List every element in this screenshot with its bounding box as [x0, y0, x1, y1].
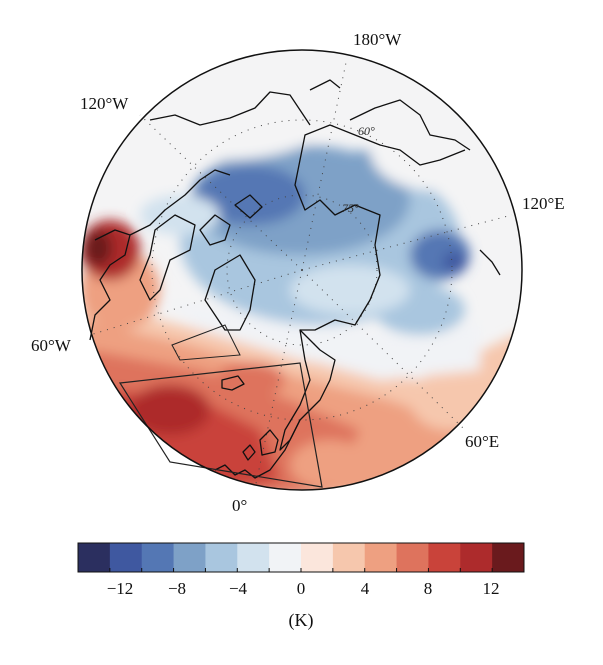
lon-label-120e: 120°E	[522, 194, 565, 213]
colorbar-tick-label: 8	[423, 579, 433, 598]
graticule	[89, 57, 513, 489]
map-boundary-circle	[81, 49, 523, 491]
lon-label-60w: 60°W	[31, 336, 71, 355]
lat-label-75: 75°	[342, 201, 359, 215]
colorbar-tick-label: −8	[167, 579, 187, 598]
temperature-anomaly-field	[82, 50, 522, 490]
lon-label-0: 0°	[232, 496, 248, 515]
lon-label-120w: 120°W	[80, 94, 129, 113]
lon-label-60e: 60°E	[465, 432, 500, 451]
colorbar-tick-label: −4	[228, 579, 248, 598]
colorbar-tick-label: 4	[360, 579, 370, 598]
analysis-region-inner-box	[171, 324, 241, 361]
colorbar-tick-label: 0	[296, 579, 306, 598]
colorbar-tick-label: 12	[482, 579, 500, 598]
analysis-region-box	[118, 362, 323, 488]
lon-label-180w: 180°W	[353, 30, 402, 49]
colorbar-tick-label: −12	[106, 579, 134, 598]
coastlines	[89, 79, 501, 479]
lat-label-60: 60°	[358, 124, 375, 138]
colorbar-unit-label: (K)	[288, 610, 314, 630]
